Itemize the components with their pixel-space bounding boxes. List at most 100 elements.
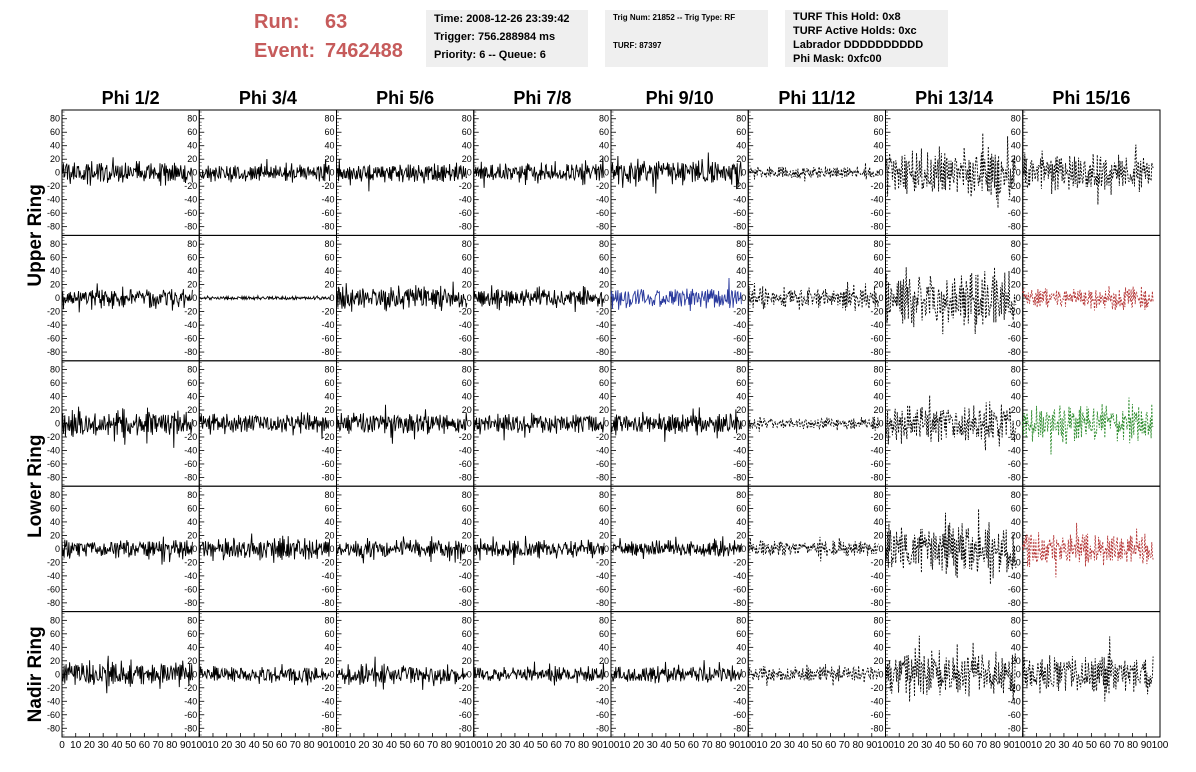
x-tick-label: 30 [784,740,796,751]
y-tick-label: 60 [736,127,746,137]
y-tick-label: 0 [604,293,609,303]
y-tick-label: -60 [184,208,197,218]
y-tick-label: 60 [873,629,883,639]
y-tick-label: -80 [459,723,472,733]
y-tick-label: 20 [873,530,883,540]
x-tick-label: 10 [207,740,219,751]
y-tick-label: -40 [459,445,472,455]
y-tick-label: 60 [736,503,746,513]
y-tick-label: -60 [733,710,746,720]
y-tick-label: 0 [55,544,60,554]
y-tick-label: -20 [47,557,60,567]
column-header-7: Phi 13/14 [915,88,993,108]
column-header-4: Phi 7/8 [513,88,571,108]
y-tick-label: 20 [1011,154,1021,164]
y-tick-label: 0 [329,544,334,554]
waveform-r4-c4 [473,535,605,566]
y-tick-label: -40 [596,320,609,330]
y-tick-label: 60 [50,503,60,513]
y-tick-label: -60 [1008,584,1021,594]
y-tick-label: 20 [50,280,60,290]
y-tick-label: 60 [462,253,472,263]
y-tick-label: 0 [1016,544,1021,554]
y-tick-label: 80 [462,239,472,249]
y-tick-label: 60 [187,127,197,137]
y-tick-label: -20 [733,181,746,191]
turf-hold-text: TURF This Hold: 0x8 [793,11,901,23]
y-tick-label: 40 [50,517,60,527]
x-tick-label: 20 [633,740,645,751]
y-tick-label: 0 [55,669,60,679]
event-label: Event: [254,40,316,62]
x-tick-label: 30 [98,740,110,751]
y-tick-label: 20 [599,656,609,666]
y-tick-label: -40 [459,696,472,706]
column-header-2: Phi 3/4 [239,88,297,108]
y-tick-label: -60 [1008,459,1021,469]
x-tick-label: 80 [441,740,453,751]
x-tick-label: 10 [345,740,357,751]
y-tick-label: -80 [184,347,197,357]
y-tick-label: -40 [870,320,883,330]
y-tick-label: -40 [733,571,746,581]
y-tick-label: 80 [462,490,472,500]
y-tick-label: 20 [873,656,883,666]
y-tick-label: 80 [599,490,609,500]
y-tick-label: 40 [736,266,746,276]
y-tick-label: -40 [184,445,197,455]
y-tick-label: -60 [321,334,334,344]
y-tick-label: 80 [50,239,60,249]
y-tick-label: -80 [733,598,746,608]
waveform-r1-c2 [198,158,331,183]
y-tick-label: 60 [324,629,334,639]
y-tick-label: -20 [870,307,883,317]
x-tick-label: 30 [1058,740,1070,751]
x-tick-label: 20 [221,740,233,751]
y-tick-label: -60 [870,710,883,720]
y-tick-label: 0 [55,293,60,303]
x-tick-label: 20 [358,740,370,751]
x-tick-label: 90 [1141,740,1153,751]
x-tick-label: 90 [866,740,878,751]
y-tick-label: -20 [1008,307,1021,317]
waveform-r2-c6 [747,281,880,312]
waveform-r4-c8 [1022,522,1154,578]
y-tick-label: -40 [321,696,334,706]
y-tick-label: -80 [321,347,334,357]
y-tick-label: -60 [459,208,472,218]
y-tick-label: -60 [47,208,60,218]
y-tick-label: -20 [321,683,334,693]
y-tick-label: -80 [1008,222,1021,232]
y-tick-label: -80 [47,598,60,608]
y-tick-label: -60 [870,334,883,344]
y-tick-label: -60 [321,459,334,469]
y-tick-label: -80 [870,598,883,608]
waveform-r5-c3 [336,656,468,690]
waveform-r5-c6 [747,664,880,686]
waveform-r3-c1 [61,406,193,448]
x-tick-label: 100 [191,740,208,751]
panel-frame-r2-c1 [61,234,200,362]
y-tick-label: 80 [736,615,746,625]
y-tick-label: 80 [599,615,609,625]
y-tick-label: -60 [733,459,746,469]
y-tick-label: 40 [50,266,60,276]
y-tick-label: -60 [733,208,746,218]
y-tick-label: -40 [870,696,883,706]
y-tick-label: 0 [741,419,746,429]
y-tick-label: 20 [1011,280,1021,290]
y-tick-label: -20 [321,557,334,567]
turf-info-box: TURF This Hold: 0x8 TURF Active Holds: 0… [785,10,948,67]
x-tick-label: 30 [921,740,933,751]
y-tick-label: -40 [1008,320,1021,330]
y-tick-label: 80 [1011,490,1021,500]
y-tick-label: 40 [462,517,472,527]
y-tick-label: -60 [459,334,472,344]
y-tick-label: 0 [329,419,334,429]
y-tick-label: 20 [736,656,746,666]
y-tick-label: -80 [870,723,883,733]
y-tick-label: -40 [184,320,197,330]
x-tick-label: 90 [1003,740,1015,751]
y-tick-label: 40 [462,392,472,402]
